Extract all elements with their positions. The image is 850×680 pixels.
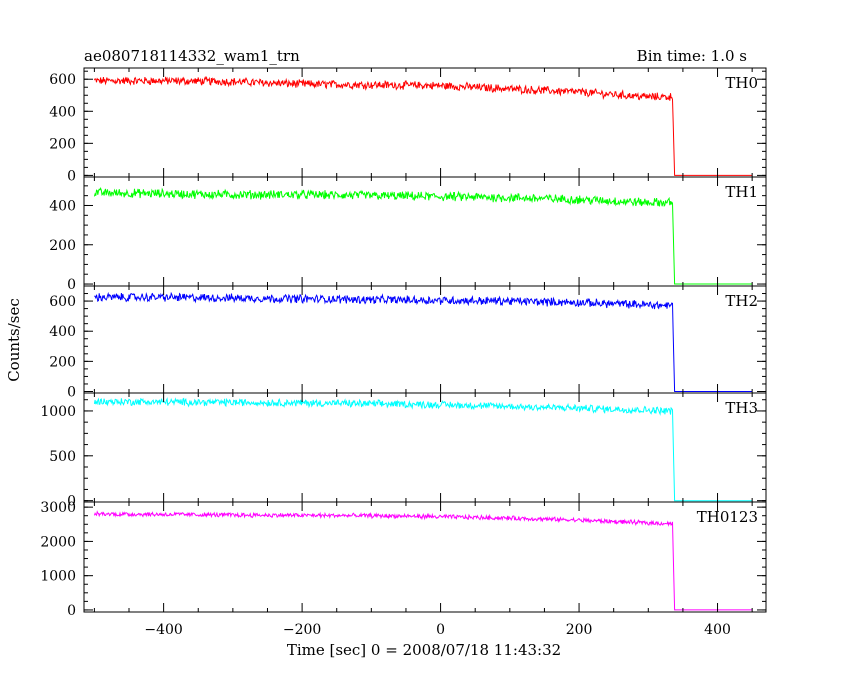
panel-th1: 0 200 400 TH1 bbox=[49, 176, 767, 293]
panel-frame bbox=[83, 176, 767, 287]
y-tick-label: 200 bbox=[49, 238, 76, 254]
y-tick-label: 1000 bbox=[40, 569, 76, 585]
y-tick-label: 400 bbox=[49, 324, 76, 340]
y-tick-label: 500 bbox=[49, 449, 76, 465]
chart-title: ae080718114332_wam1_trn bbox=[84, 47, 300, 65]
y-tick-label: 400 bbox=[49, 104, 76, 120]
y-tick-label: 200 bbox=[49, 136, 76, 152]
series-line-th2 bbox=[94, 291, 753, 392]
x-tick-label: −400 bbox=[144, 622, 182, 638]
y-tick-label: 400 bbox=[49, 198, 76, 214]
y-tick-label: 600 bbox=[49, 294, 76, 310]
y-tick-label: 2000 bbox=[40, 534, 76, 550]
series-label-th1: TH1 bbox=[725, 183, 758, 201]
y-tick-label: 0 bbox=[67, 603, 76, 619]
y-tick-label: 200 bbox=[49, 354, 76, 370]
series-label-th0123: TH0123 bbox=[697, 508, 758, 526]
panel-frame bbox=[83, 501, 767, 613]
y-tick-label: 0 bbox=[67, 168, 76, 184]
panel-th0123: 0 1000 2000 3000 TH0123 bbox=[40, 500, 767, 619]
series-line-th1 bbox=[93, 186, 753, 285]
x-axis-label: Time [sec] 0 = 2008/07/18 11:43:32 bbox=[287, 641, 561, 659]
bin-time-label: Bin time: 1.0 s bbox=[637, 47, 747, 65]
series-label-th2: TH2 bbox=[725, 292, 758, 310]
panels-group: 0 200 400 600 TH0 0 200 400 TH1 0 200 400 600 TH2 0 500… bbox=[40, 67, 767, 638]
x-tick-label: 400 bbox=[704, 622, 731, 638]
panel-th0: 0 200 400 600 TH0 bbox=[49, 67, 767, 184]
y-tick-label: 600 bbox=[49, 72, 76, 88]
y-tick-label: 0 bbox=[67, 384, 76, 400]
y-axis-label: Counts/sec bbox=[5, 298, 23, 382]
y-tick-label: 0 bbox=[67, 494, 76, 510]
x-tick-label: −200 bbox=[283, 622, 321, 638]
y-tick-label: 0 bbox=[67, 277, 76, 293]
y-tick-label: 1000 bbox=[40, 404, 76, 420]
y-tick-label: 3000 bbox=[40, 500, 76, 516]
series-line-th3 bbox=[93, 397, 753, 502]
panel-th3: 0 500 1000 TH3 bbox=[40, 392, 767, 510]
series-line-th0123 bbox=[93, 510, 753, 611]
x-tick-label: 0 bbox=[436, 622, 445, 638]
series-line-th0 bbox=[93, 75, 753, 176]
series-label-th3: TH3 bbox=[725, 399, 758, 417]
x-tick-label: 200 bbox=[566, 622, 593, 638]
panel-th2: 0 200 400 600 TH2 bbox=[49, 285, 767, 400]
series-label-th0: TH0 bbox=[725, 74, 758, 92]
